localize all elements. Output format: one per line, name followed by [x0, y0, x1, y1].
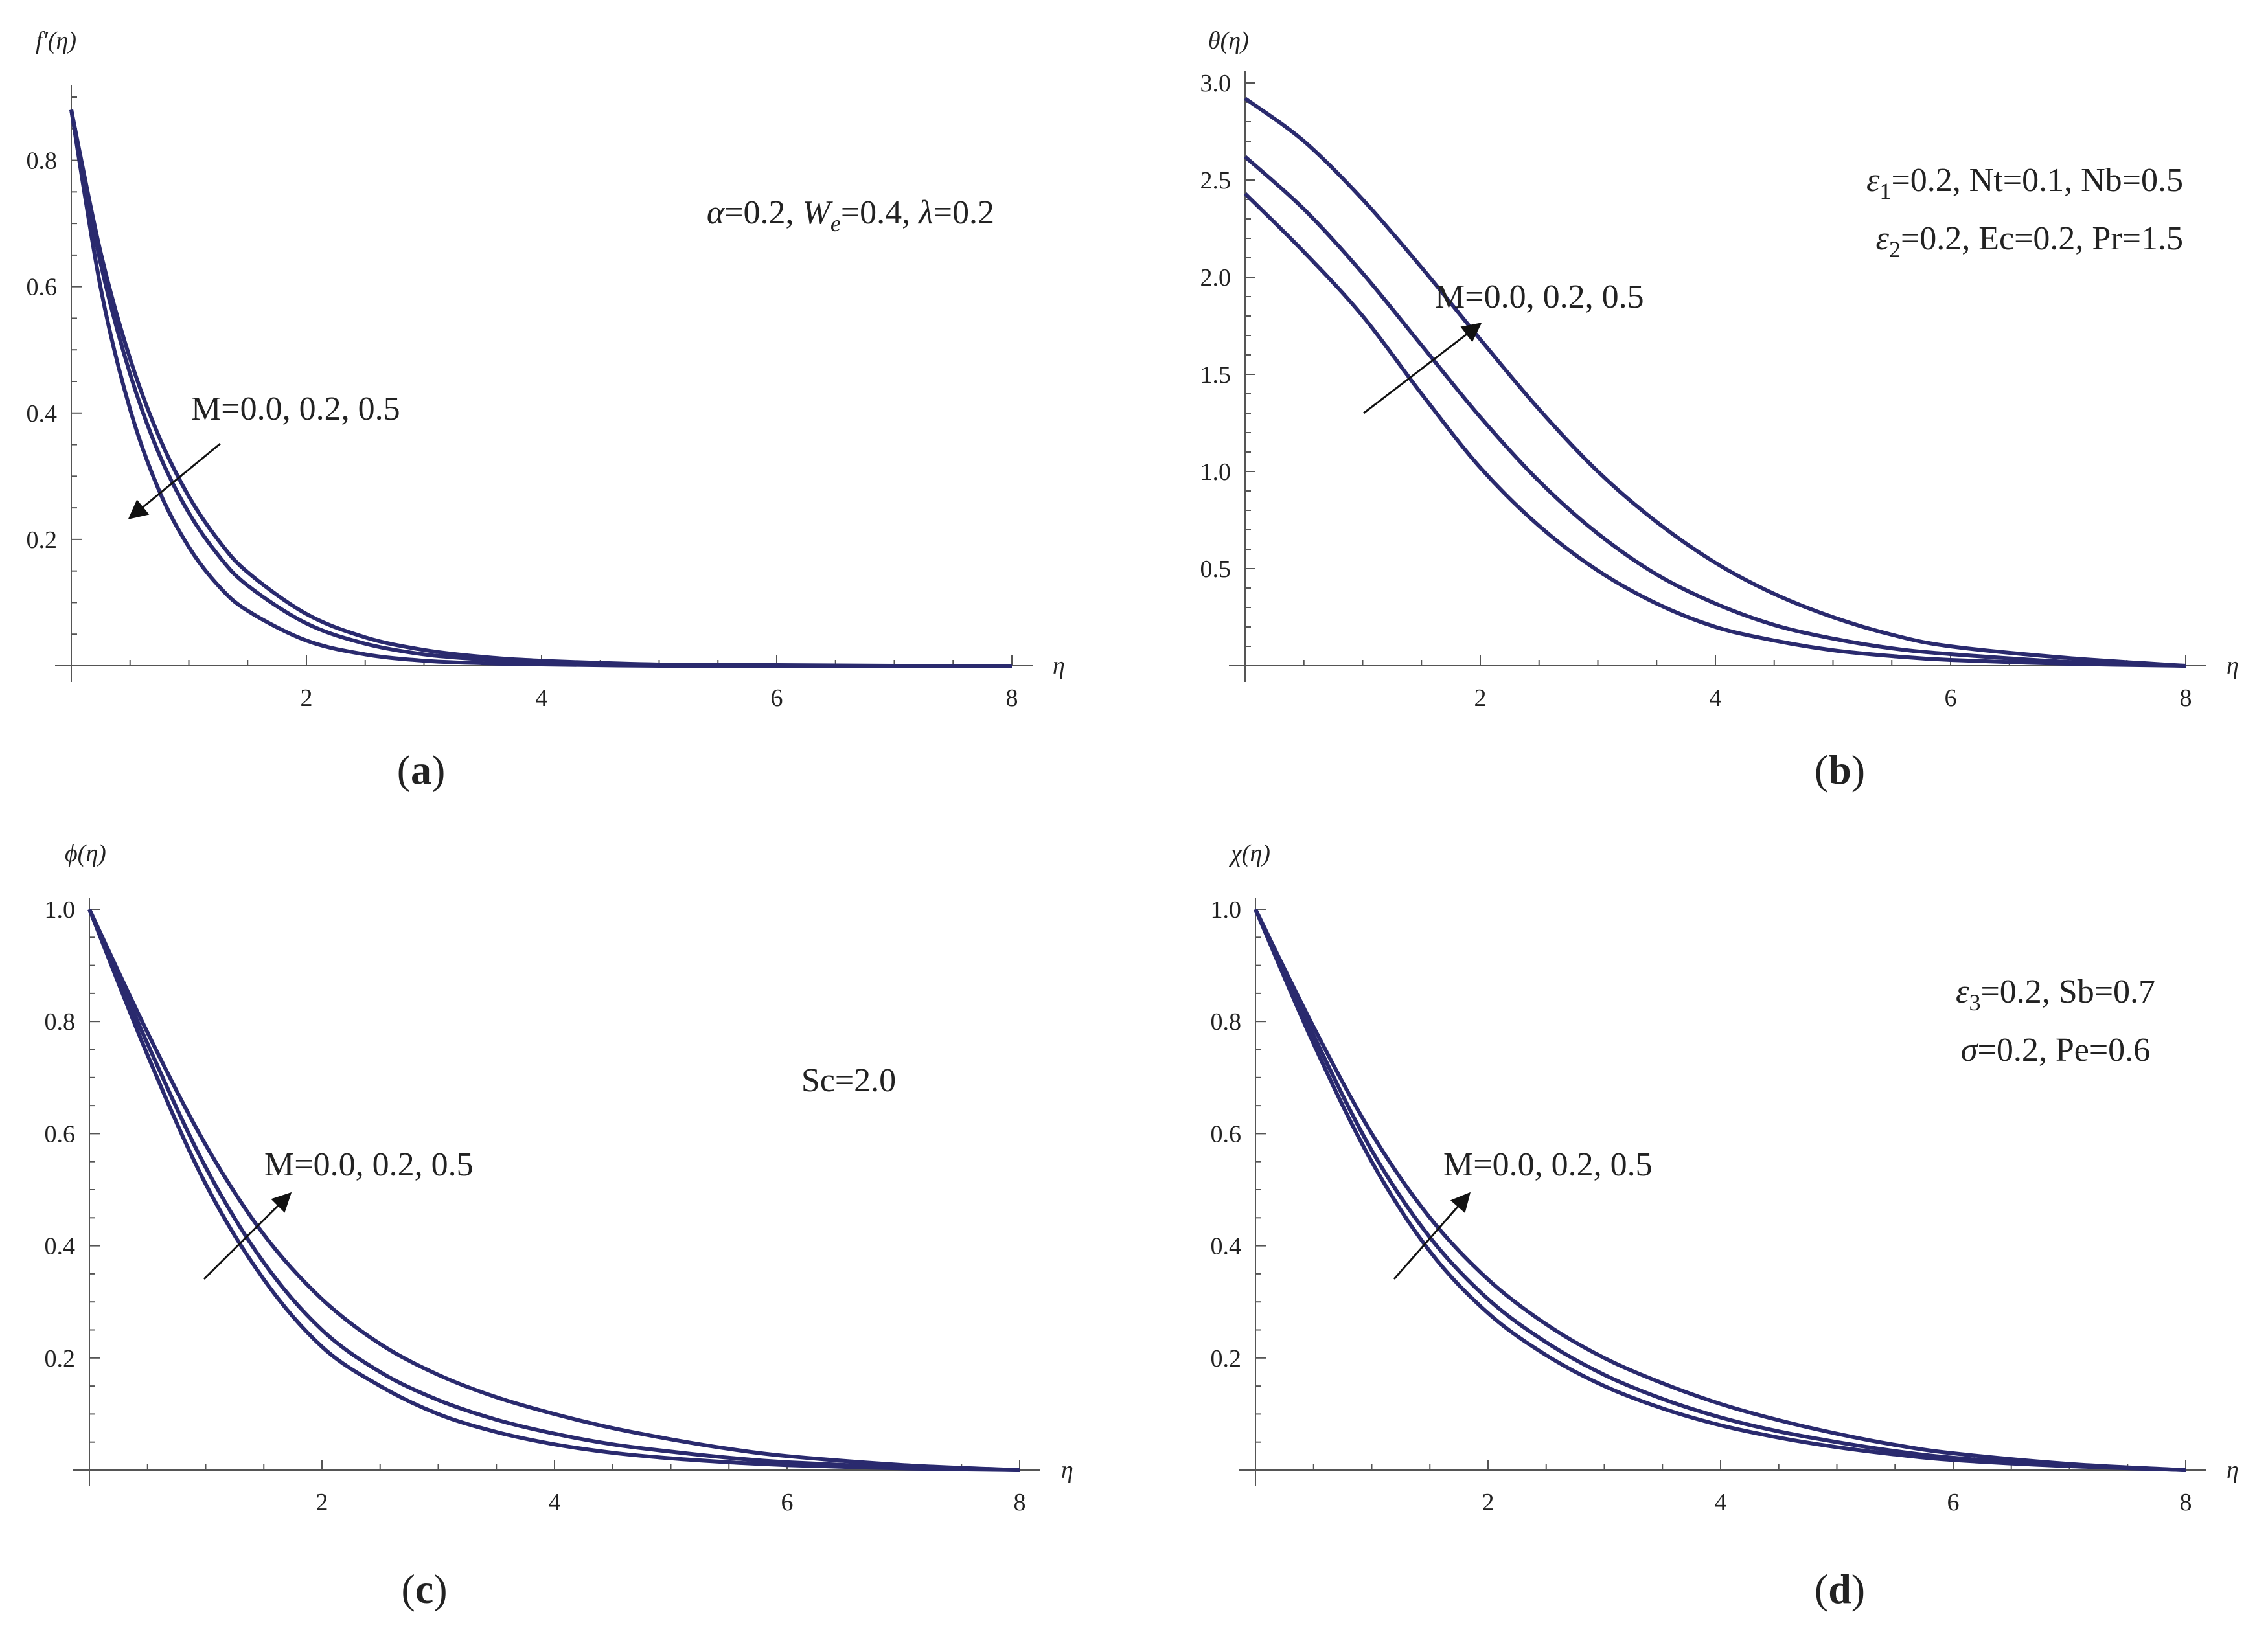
y-tick-label-b: 2.5: [1200, 167, 1231, 194]
x-tick-label-a: 6: [771, 685, 783, 712]
x-tick-label-d: 8: [2180, 1489, 2192, 1516]
x-tick-label-b: 8: [2180, 685, 2192, 712]
trend-label-b: M=0.0, 0.2, 0.5: [1435, 278, 1644, 315]
param-text-d: ε3​=0.2, Sb=0.7: [1956, 973, 2155, 1015]
y-tick-label-c: 0.2: [45, 1345, 76, 1372]
y-tick-label-b: 3.0: [1200, 70, 1231, 97]
x-tick-label-c: 2: [316, 1489, 328, 1516]
x-tick-label-a: 8: [1006, 685, 1018, 712]
series-line-d-m-0-5: [1254, 908, 2186, 1472]
trend-arrow-b: [1363, 323, 1482, 414]
x-tick-label-c: 6: [781, 1489, 794, 1516]
y-tick-label-d: 0.2: [1211, 1345, 1242, 1372]
x-tick-label-a: 4: [536, 685, 548, 712]
x-tick-label-d: 4: [1715, 1489, 1727, 1516]
series-line-b-m-0-5: [1244, 96, 2186, 668]
series-line-d-m-0-2: [1254, 908, 2186, 1472]
series-line-d-m-0-0: [1254, 908, 2186, 1472]
param-text-c: Sc=2.0: [801, 1062, 896, 1099]
x-tick-label-b: 2: [1474, 685, 1487, 712]
x-tick-label-a: 2: [301, 685, 313, 712]
y-tick-label-c: 1.0: [45, 896, 76, 924]
y-tick-label-b: 0.5: [1200, 556, 1231, 583]
y-tick-label-a: 0.4: [27, 400, 58, 427]
chart-panel-c: 2 4 6 8 0.2 0.4 0.6 0.8 1.0 ϕ(η) η M=0.0, 0.2, 0.5 S…: [45, 840, 1073, 1612]
trend-arrow-d: [1393, 1192, 1471, 1280]
trend-label-c: M=0.0, 0.2, 0.5: [264, 1146, 474, 1183]
x-axis-label-c: η: [1061, 1457, 1073, 1484]
param-text-a: α=0.2, We​=0.4, λ=0.2: [707, 194, 994, 236]
x-axis-label-a: η: [1053, 652, 1065, 679]
param-text-d: σ=0.2, Pe=0.6: [1961, 1032, 2150, 1069]
param-text-b: ε1​=0.2, Nt=0.1, Nb=0.5: [1866, 162, 2183, 204]
x-tick-label-c: 8: [1014, 1489, 1026, 1516]
x-axis-label-b: η: [2227, 652, 2239, 679]
y-tick-label-c: 0.4: [45, 1233, 76, 1260]
series-line-b-m-0-2: [1244, 155, 2186, 668]
chart-panel-d: 2 4 6 8 0.2 0.4 0.6 0.8 1.0 χ(η) η M=0.0, 0.2, 0.5 ε…: [1211, 840, 2239, 1612]
y-axis-label-d: χ(η): [1228, 840, 1270, 867]
series-line-b-m-0-0: [1243, 192, 2186, 668]
y-tick-label-d: 0.8: [1211, 1008, 1242, 1036]
param-text-b: ε2​=0.2, Ec=0.2, Pr=1.5: [1875, 220, 2183, 262]
y-tick-label-a: 0.2: [27, 527, 58, 554]
panel-caption-a: (a): [397, 747, 446, 793]
x-tick-label-c: 4: [549, 1489, 561, 1516]
x-tick-label-d: 2: [1482, 1489, 1495, 1516]
trend-arrow-c: [203, 1192, 292, 1280]
chart-panel-b: 2 4 6 8 0.5 1.0 1.5 2.0 2.5 3.0 θ(η) η M=0.0, 0.2, 0…: [1200, 27, 2239, 793]
y-axis-label-a: f′(η): [36, 27, 76, 54]
y-tick-label-d: 0.6: [1211, 1120, 1242, 1148]
y-tick-label-a: 0.8: [27, 148, 58, 175]
y-tick-label-c: 0.8: [45, 1008, 76, 1036]
y-tick-label-b: 2.0: [1200, 264, 1231, 291]
y-tick-label-b: 1.0: [1200, 459, 1231, 486]
panel-caption-b: (b): [1815, 747, 1865, 793]
y-axis-label-c: ϕ(η): [65, 840, 106, 867]
series-line-c-m-0-5: [87, 908, 1020, 1472]
y-tick-label-b: 1.5: [1200, 361, 1231, 389]
y-tick-label-c: 0.6: [45, 1120, 76, 1148]
trend-label-a: M=0.0, 0.2, 0.5: [191, 391, 400, 427]
chart-panel-a: 2 4 6 8 0.2 0.4 0.6 0.8 f′(η) η M=0.0, 0.2, 0.5 α=0…: [27, 27, 1065, 793]
series-line-a-m-0-5: [69, 109, 1012, 668]
x-tick-label-b: 6: [1945, 685, 1957, 712]
x-tick-label-b: 4: [1710, 685, 1722, 712]
series-line-c-m-0-2: [87, 908, 1020, 1472]
x-axis-label-d: η: [2227, 1457, 2239, 1484]
y-tick-label-a: 0.6: [27, 274, 58, 301]
y-tick-label-d: 1.0: [1211, 896, 1242, 924]
series-line-c-m-0-0: [87, 908, 1020, 1472]
panel-caption-d: (d): [1815, 1566, 1865, 1612]
y-tick-label-d: 0.4: [1211, 1233, 1242, 1260]
trend-arrow-a: [128, 442, 221, 519]
trend-label-d: M=0.0, 0.2, 0.5: [1443, 1146, 1653, 1183]
x-tick-label-d: 6: [1947, 1489, 1960, 1516]
panel-caption-c: (c): [401, 1566, 447, 1612]
y-axis-label-b: θ(η): [1208, 27, 1249, 54]
